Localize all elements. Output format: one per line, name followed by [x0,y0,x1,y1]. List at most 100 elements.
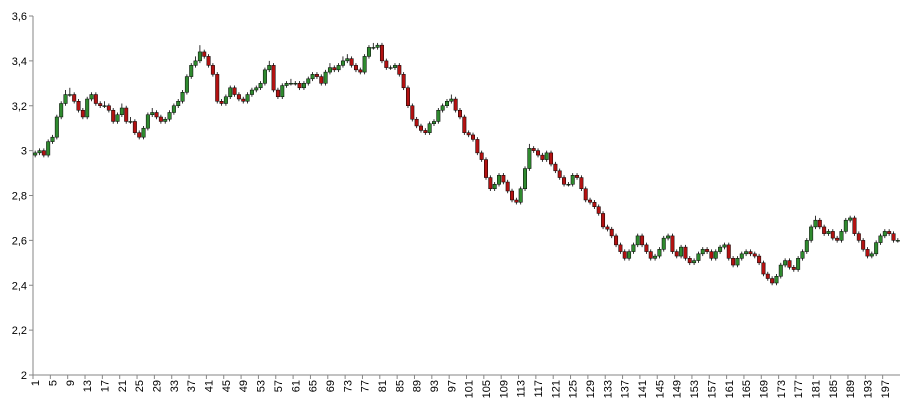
candle-body [432,121,436,124]
candle-body [137,132,142,138]
candle-body [392,65,397,68]
x-tick-label: 17 [100,380,112,392]
candle-body [739,253,744,259]
candle-body [644,244,649,252]
candle-body [631,244,636,252]
candle-body [375,44,380,48]
candle-body [696,253,701,261]
candle-body [202,51,207,57]
candle-body [440,105,445,111]
candle-body [874,242,879,255]
candle-body [666,235,671,239]
candle-body [830,231,835,239]
candle-body [752,253,757,257]
candle-body [826,231,831,234]
candle-body [345,58,350,62]
candle-body [405,87,410,107]
candle-body [310,74,315,80]
candle-body [449,98,454,102]
candle-body [570,175,575,185]
candle-body [85,98,90,118]
x-tick-label: 49 [238,380,250,392]
candle-body [176,101,181,106]
candle-body [366,47,371,57]
x-tick-label: 129 [585,380,597,398]
candle-body [523,168,528,190]
candle-body [275,89,280,98]
candle-body [293,83,298,85]
x-tick-label: 137 [620,380,632,398]
candle-body [761,262,766,275]
candle-body [336,65,341,71]
candle-body [709,251,714,259]
candle-body [653,255,658,259]
x-tick-label: 61 [290,380,302,392]
candle-body [804,240,809,252]
candle-body [362,56,367,73]
candle-body [462,116,467,133]
candle-body [488,177,493,190]
x-tick-label: 189 [845,380,857,398]
candle-body [670,235,675,252]
candle-body [76,101,81,111]
candle-body [215,74,220,102]
candle-body [163,118,168,122]
candle-body [562,177,567,185]
candle-body [588,199,593,203]
candle-body [601,213,606,228]
x-tick-label: 141 [637,380,649,398]
candle-body [93,94,98,104]
x-tick-label: 125 [568,380,580,398]
candle-body [236,94,241,100]
y-tick-label: 3,6 [12,11,27,23]
candle-body [254,87,259,91]
candle-body [197,51,202,62]
candle-body [527,148,532,169]
candle-body [839,231,844,241]
candle-body [497,175,501,185]
x-tick-label: 133 [602,380,614,398]
candle-body [353,65,358,71]
candle-body [210,65,215,75]
x-tick-label: 165 [741,380,753,398]
candle-body [245,94,250,102]
candle-body [119,107,124,115]
x-tick-label: 21 [117,380,129,392]
candle-body [553,163,558,172]
x-tick-label: 181 [810,380,822,398]
candle-body [778,264,783,277]
candle-body [132,121,137,133]
candle-body [379,44,384,62]
candle-body [475,139,480,154]
candle-body [89,94,94,100]
candle-body [301,83,306,89]
candle-body [531,148,536,151]
candle-body [371,47,376,49]
candle-body [887,231,892,234]
x-tick-label: 153 [689,380,701,398]
x-tick-label: 9 [65,380,77,386]
x-tick-label: 197 [880,380,892,398]
candle-body [544,152,549,160]
x-tick-label: 41 [204,380,216,392]
candle-body [735,258,740,266]
candle-body [319,76,324,84]
x-tick-label: 161 [724,380,736,398]
candle-body [540,154,545,160]
candle-body [288,83,293,85]
candle-body [852,217,857,234]
candle-body [596,206,601,214]
candle-body [518,188,523,203]
candle-body [592,201,597,207]
candle-body [388,67,393,69]
candle-body [262,69,267,84]
candle-body [683,246,688,259]
candle-body [184,76,189,93]
candle-body [605,226,610,230]
x-tick-label: 169 [758,380,770,398]
candle-body [471,134,475,140]
candle-body [687,258,692,264]
candle-body [206,56,211,66]
candle-body [46,141,51,156]
